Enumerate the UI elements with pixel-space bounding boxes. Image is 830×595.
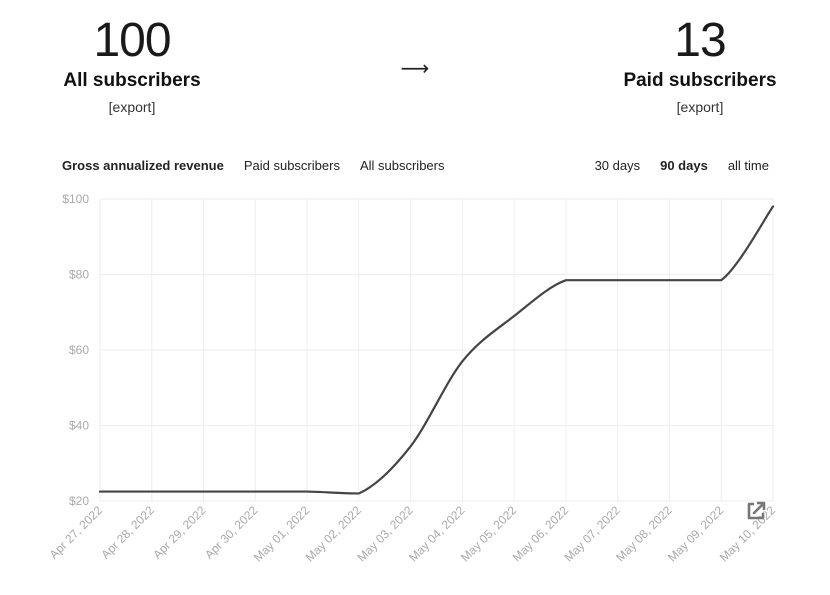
range-tabs: 30 days 90 days all time bbox=[575, 158, 769, 178]
data-point bbox=[564, 278, 568, 282]
data-point bbox=[460, 359, 464, 363]
tab-90-days[interactable]: 90 days bbox=[660, 158, 708, 173]
data-point bbox=[150, 490, 154, 494]
data-point bbox=[305, 490, 309, 494]
tab-gross-annualized-revenue[interactable]: Gross annualized revenue bbox=[62, 158, 224, 173]
data-point bbox=[667, 278, 671, 282]
arrow-right-icon: ⟶ bbox=[400, 56, 430, 80]
data-point bbox=[771, 205, 775, 209]
x-tick-label: Apr 28, 2022 bbox=[98, 503, 157, 562]
data-point bbox=[512, 314, 516, 318]
y-tick-label: $20 bbox=[69, 494, 89, 508]
y-tick-label: $40 bbox=[69, 419, 89, 433]
data-point bbox=[409, 444, 413, 448]
revenue-series-line bbox=[98, 205, 775, 495]
data-point bbox=[98, 490, 102, 494]
all-subscribers-stat: 100 All subscribers [export] bbox=[22, 14, 242, 117]
y-tick-label: $100 bbox=[62, 192, 89, 206]
all-subscribers-label: All subscribers bbox=[63, 70, 201, 91]
external-link-icon[interactable] bbox=[744, 499, 768, 523]
x-tick-label: Apr 27, 2022 bbox=[47, 503, 106, 562]
data-point bbox=[202, 490, 206, 494]
x-tick-label: Apr 29, 2022 bbox=[150, 503, 209, 562]
data-point bbox=[719, 278, 723, 282]
tab-all-subscribers[interactable]: All subscribers bbox=[359, 158, 445, 173]
paid-subscribers-stat: 13 Paid subscribers [export] bbox=[590, 14, 810, 117]
metric-tabs: Gross annualized revenue Paid subscriber… bbox=[62, 158, 464, 178]
series-layer bbox=[98, 205, 775, 495]
paid-subscribers-label: Paid subscribers bbox=[623, 70, 777, 91]
y-tick-label: $60 bbox=[69, 343, 89, 357]
data-point bbox=[616, 278, 620, 282]
y-tick-label: $80 bbox=[69, 268, 89, 282]
y-axis-ticks: $20 $40 $60 $80 $100 bbox=[62, 192, 89, 508]
tab-paid-subscribers[interactable]: Paid subscribers bbox=[243, 158, 340, 173]
paid-subscribers-export-link[interactable]: [export] bbox=[676, 99, 724, 115]
tab-all-time[interactable]: all time bbox=[727, 158, 769, 173]
all-subscribers-export-link[interactable]: [export] bbox=[108, 99, 156, 115]
chart-grid bbox=[99, 198, 774, 502]
data-point bbox=[357, 491, 361, 495]
paid-subscribers-count: 13 bbox=[674, 14, 726, 67]
data-point bbox=[253, 490, 257, 494]
tab-30-days[interactable]: 30 days bbox=[594, 158, 641, 173]
all-subscribers-count: 100 bbox=[93, 14, 171, 67]
